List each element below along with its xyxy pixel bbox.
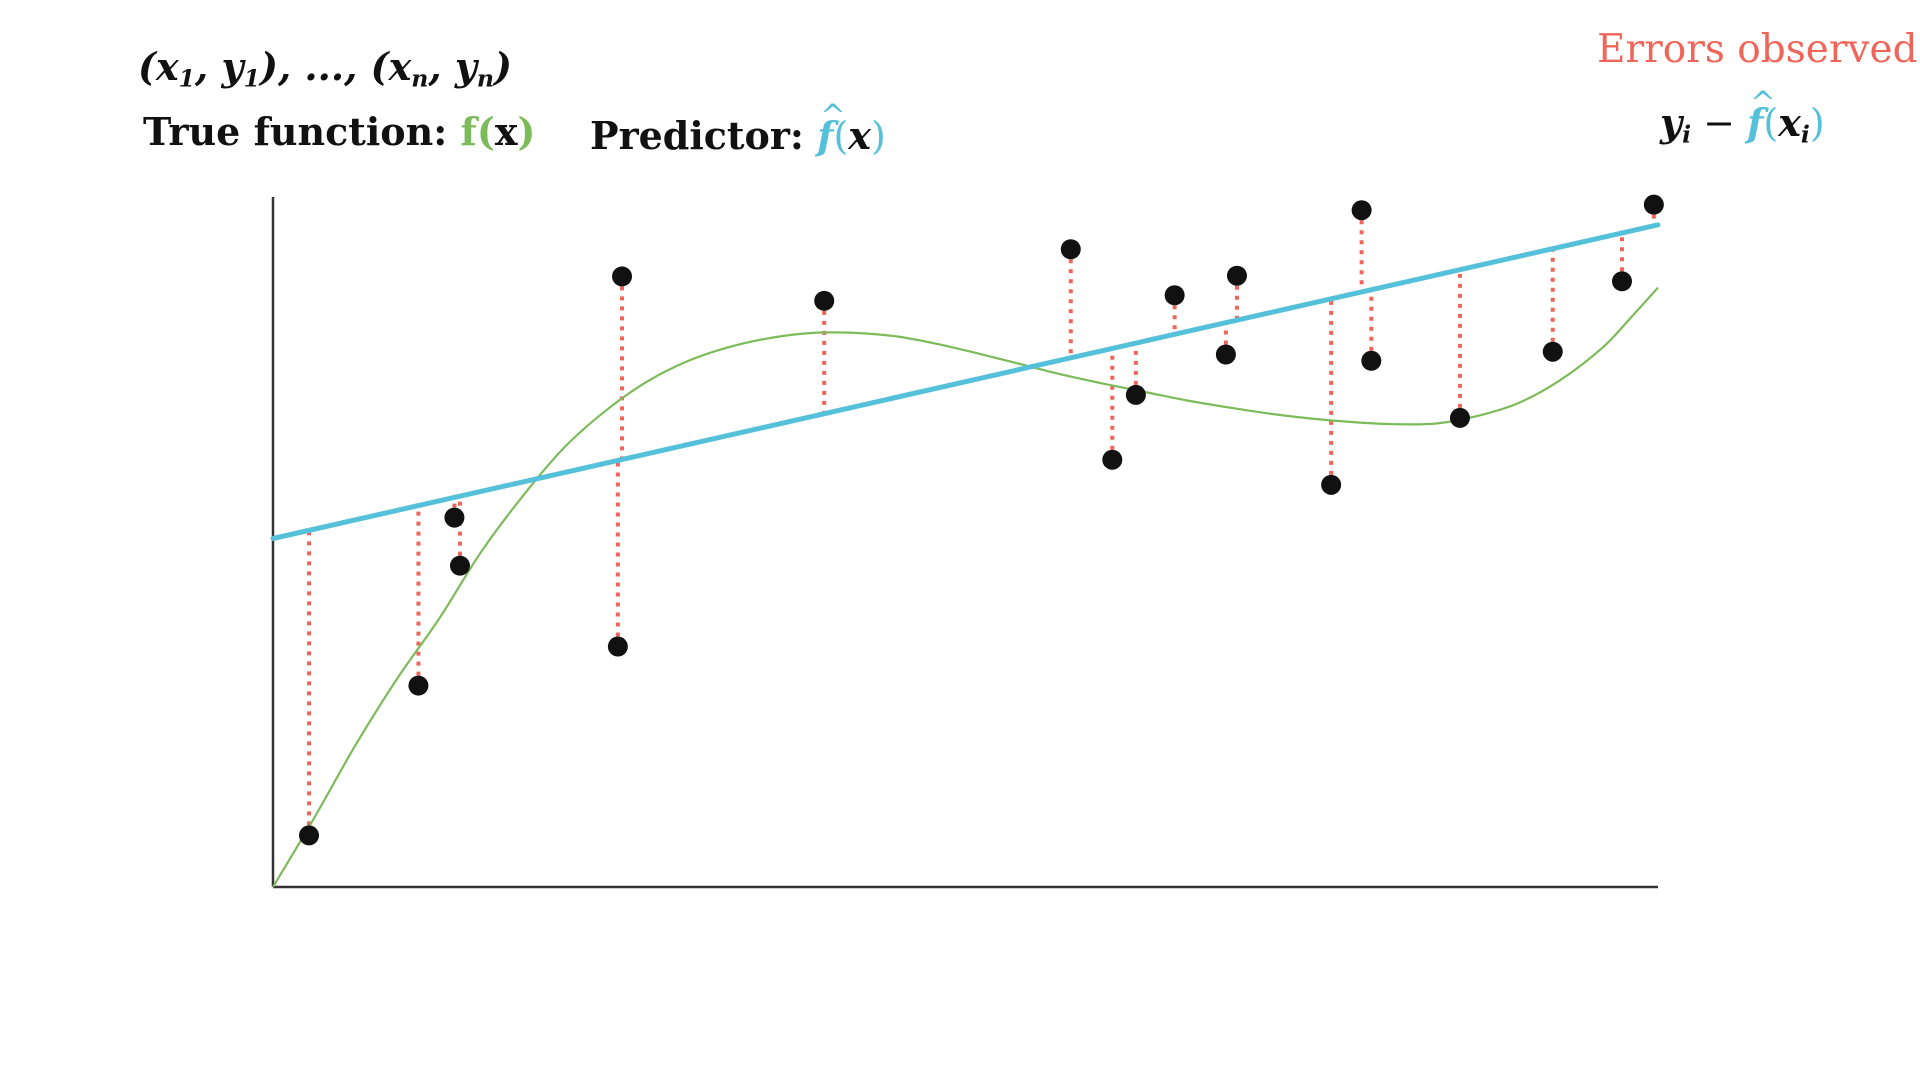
y-variable: y: [454, 44, 477, 89]
data-point: [1611, 271, 1632, 292]
true-function-curve: [272, 286, 1659, 888]
comma: ,: [195, 44, 222, 89]
data-points: [299, 194, 1664, 846]
axes: [271, 197, 1658, 889]
error-formula: yi − f(xi): [1660, 89, 1825, 149]
subscript-n: n: [476, 64, 495, 93]
data-point: [1542, 341, 1563, 362]
paren-close: ): [494, 44, 513, 89]
errors-title-text: Errors observed: [1597, 27, 1918, 72]
data-pairs-label: (x1, y1), ..., (xn, yn): [138, 48, 512, 91]
data-point: [1215, 344, 1236, 365]
subscript-i: i: [1682, 120, 1692, 149]
paren-close: ): [517, 109, 536, 154]
data-point: [612, 266, 633, 287]
y-variable: y: [221, 44, 244, 89]
subscript-i: i: [1800, 120, 1810, 149]
data-point: [299, 825, 320, 846]
data-point: [1351, 200, 1372, 221]
true-function-text: True function:: [143, 109, 461, 154]
data-point: [444, 507, 465, 528]
data-point: [607, 636, 628, 657]
data-point: [449, 555, 470, 576]
data-point: [1060, 239, 1081, 260]
argument-x: x: [848, 113, 871, 158]
predictor-symbol: f: [1747, 89, 1776, 142]
subscript-1: 1: [178, 64, 196, 93]
data-point: [408, 675, 429, 696]
predictor-label: Predictor: f(x): [590, 102, 886, 158]
data-point: [1361, 350, 1382, 371]
paren-open: (: [370, 44, 389, 89]
x-variable: x: [388, 44, 412, 89]
data-point: [1643, 194, 1664, 215]
true-function-symbol: f: [460, 109, 477, 154]
comma: ,: [428, 44, 455, 89]
y-variable: y: [1660, 100, 1683, 145]
data-point: [1321, 474, 1342, 495]
paren-open: (: [138, 44, 156, 89]
argument-x: x: [1778, 100, 1801, 145]
data-point: [1226, 265, 1247, 286]
x-variable: x: [155, 44, 179, 89]
data-point: [1164, 285, 1185, 306]
ellipsis: , ...,: [277, 44, 371, 89]
predictor-line-group: [270, 222, 1661, 541]
paren-close: ): [1809, 101, 1825, 145]
argument-x: x: [494, 109, 518, 154]
true-function-curve-group: [272, 286, 1659, 888]
data-point: [1125, 384, 1146, 405]
subscript-n: n: [411, 64, 429, 93]
subscript-1: 1: [243, 64, 260, 93]
paren-close: ): [259, 44, 278, 89]
errors-title: Errors observed: [1597, 30, 1918, 69]
data-point: [814, 290, 835, 311]
data-point: [1449, 407, 1470, 428]
data-point: [1102, 449, 1123, 470]
paren-close: ): [870, 114, 886, 158]
predictor-symbol: f: [817, 102, 846, 155]
predictor-line: [270, 222, 1661, 541]
minus-sign: −: [1691, 101, 1748, 145]
true-function-label: True function: f(x): [143, 113, 536, 151]
paren-open: (: [476, 109, 495, 154]
predictor-text: Predictor:: [590, 113, 818, 158]
error-lines: [307, 204, 1656, 836]
